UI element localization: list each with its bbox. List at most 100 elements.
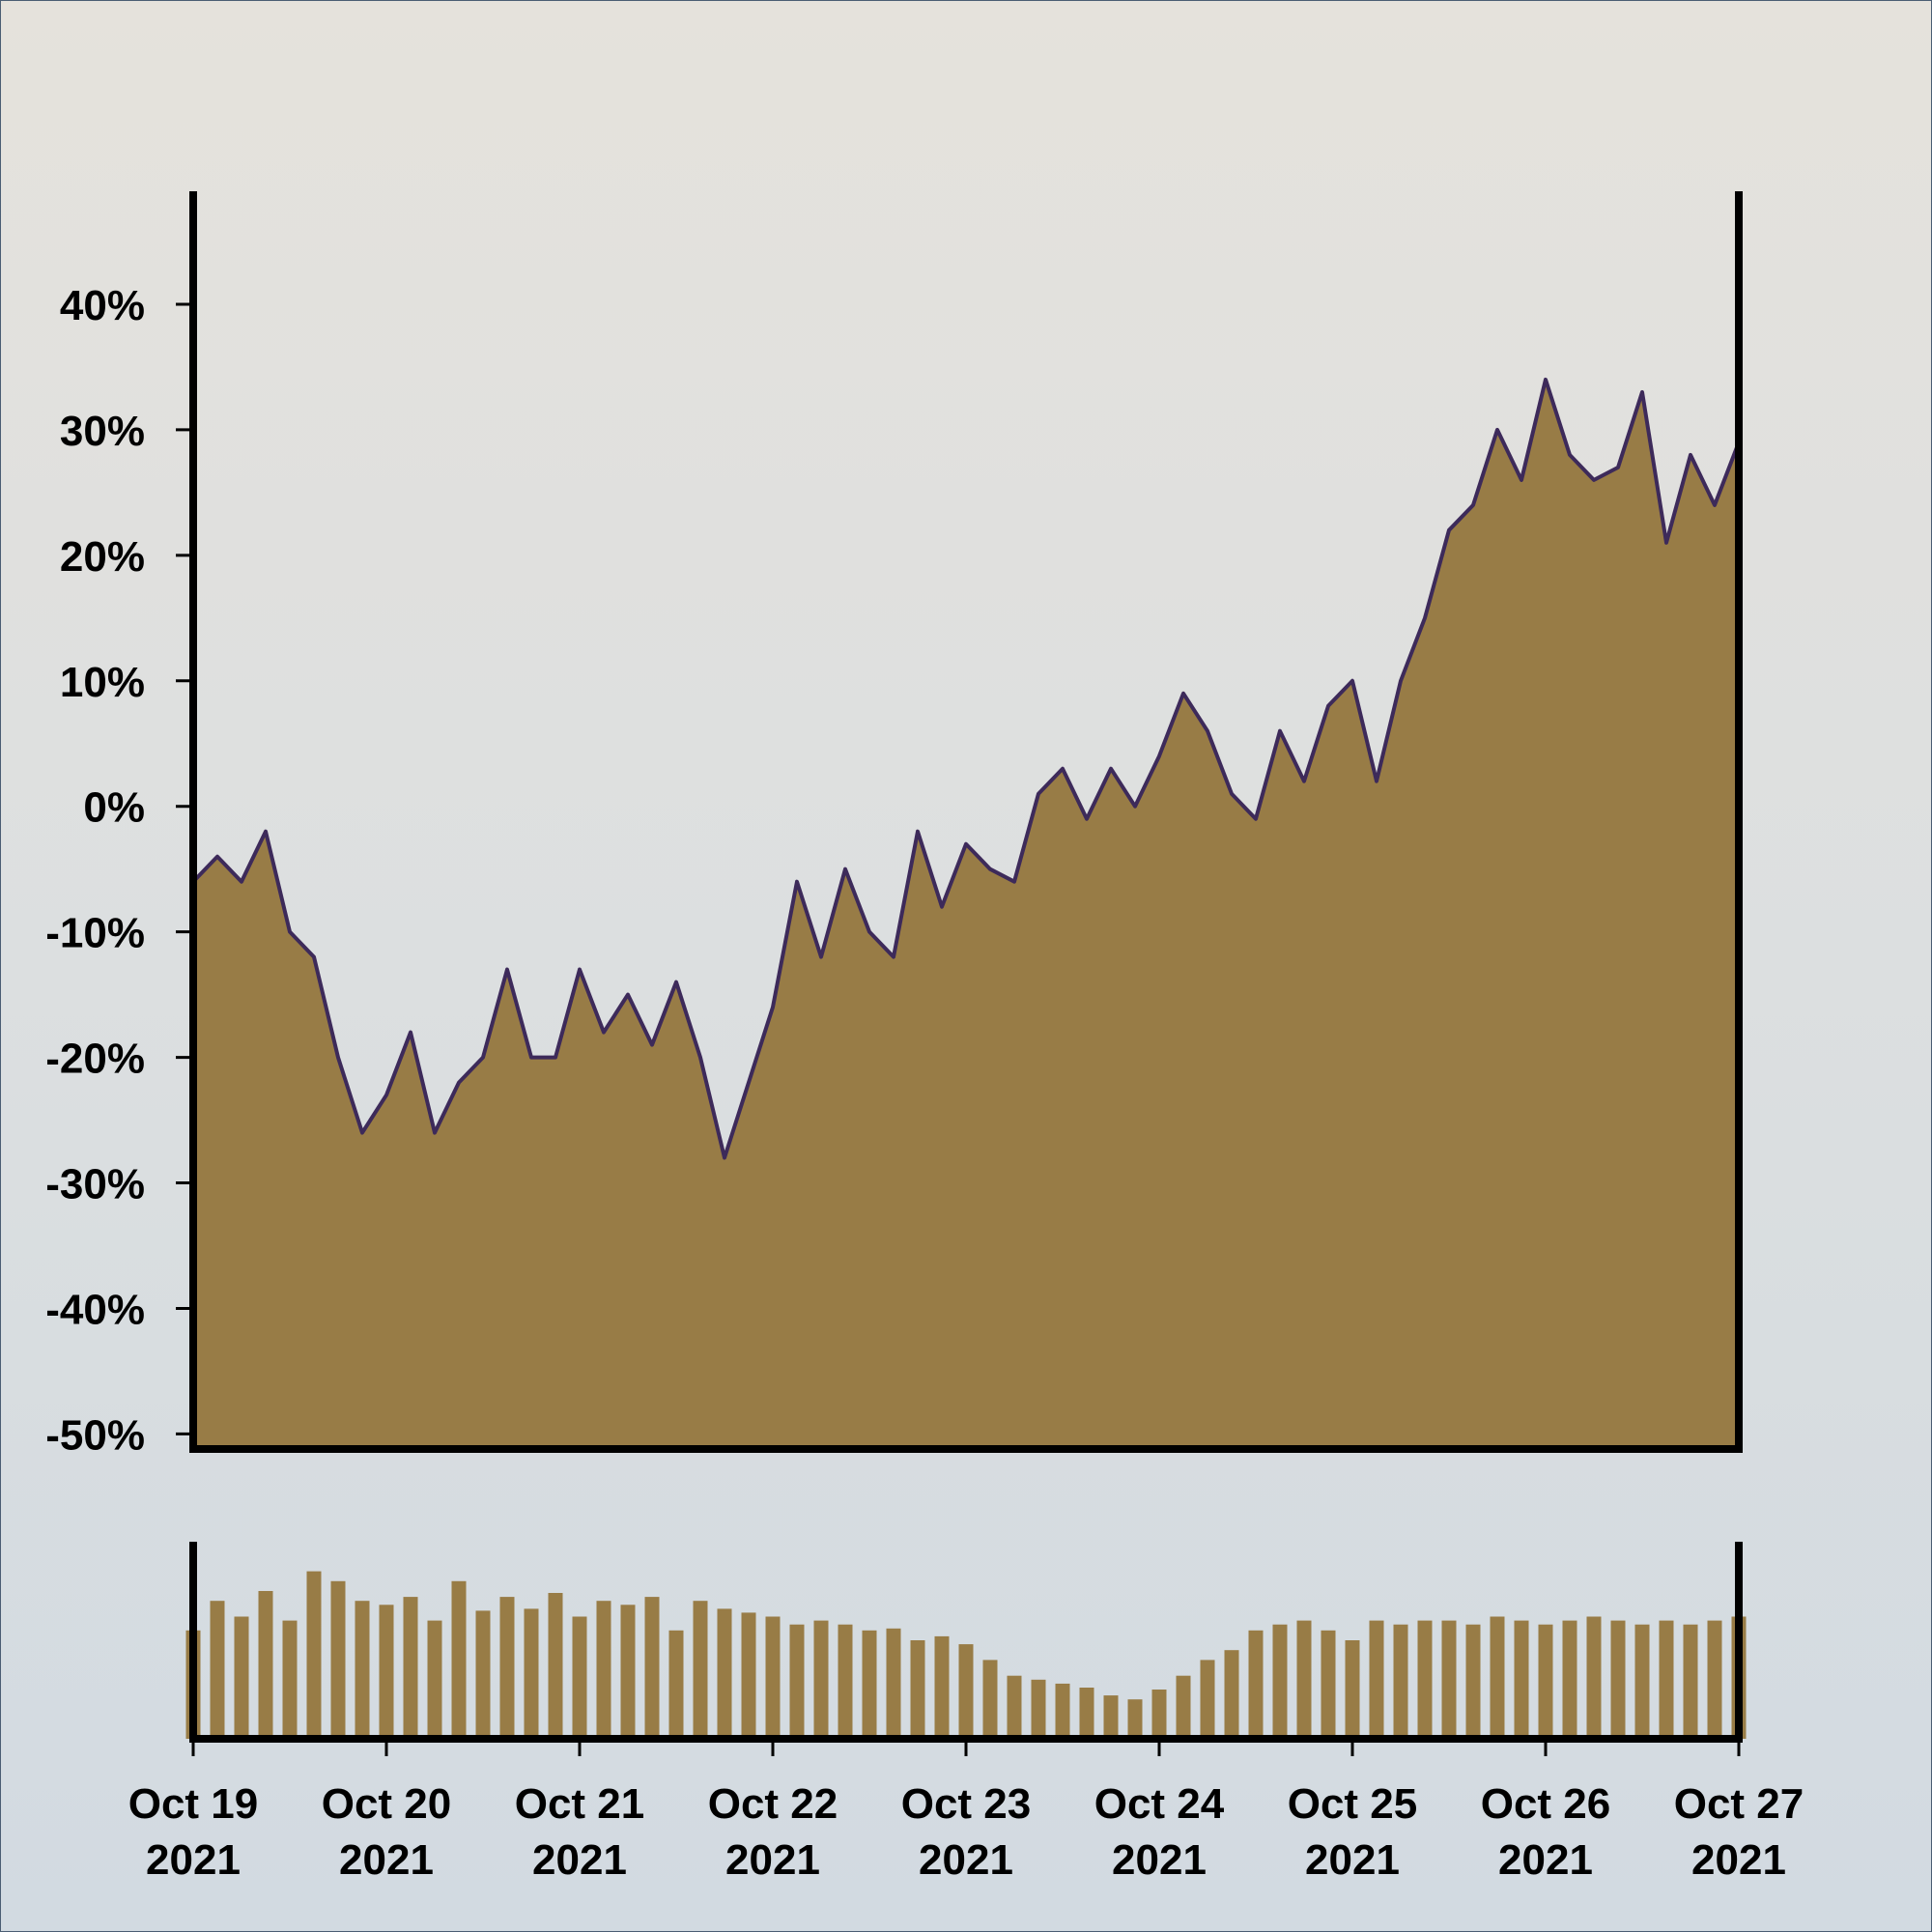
volume-bar bbox=[741, 1612, 756, 1739]
volume-bar bbox=[475, 1610, 491, 1739]
volume-bar bbox=[838, 1624, 853, 1739]
x-tick-label-line: 2021 bbox=[919, 1836, 1013, 1884]
x-tick-label-line: Oct 27 bbox=[1674, 1780, 1804, 1828]
y-tick-label: -50% bbox=[45, 1411, 145, 1459]
volume-bar bbox=[499, 1597, 515, 1739]
y-axis-ticks: 40% 30% 20% 10% 0% -10% -20% -30% -40% -50% bbox=[45, 282, 193, 1459]
volume-bar bbox=[1369, 1620, 1384, 1739]
volume-bar bbox=[306, 1571, 322, 1739]
volume-bar bbox=[789, 1624, 805, 1739]
volume-bar bbox=[1707, 1620, 1722, 1739]
volume-bar bbox=[1683, 1624, 1698, 1739]
volume-bar bbox=[1514, 1620, 1529, 1739]
y-tick-label: 10% bbox=[60, 659, 145, 706]
x-tick-label-line: Oct 26 bbox=[1481, 1780, 1611, 1828]
volume-bar bbox=[620, 1605, 636, 1739]
volume-bar bbox=[765, 1616, 781, 1739]
x-tick-label-line: Oct 25 bbox=[1288, 1780, 1418, 1828]
y-tick-label: -30% bbox=[45, 1161, 145, 1208]
volume-bar bbox=[1272, 1624, 1288, 1739]
volume-bar bbox=[1127, 1699, 1143, 1739]
volume-bar bbox=[1562, 1620, 1577, 1739]
x-tick-label: Oct 20 2021 bbox=[322, 1780, 452, 1884]
volume-bar bbox=[403, 1597, 418, 1739]
volume-bar bbox=[258, 1591, 273, 1739]
volume-bar bbox=[1586, 1616, 1602, 1739]
y-tick-label: 0% bbox=[83, 784, 145, 832]
volume-bar bbox=[886, 1628, 901, 1739]
volume-bar bbox=[1224, 1650, 1239, 1739]
volume-bar bbox=[1176, 1675, 1191, 1739]
volume-bar bbox=[379, 1605, 394, 1739]
y-tick-label: -10% bbox=[45, 910, 145, 957]
volume-bar bbox=[427, 1620, 442, 1739]
volume-bar bbox=[1103, 1695, 1119, 1739]
volume-bar bbox=[1321, 1630, 1336, 1739]
y-tick-label: 30% bbox=[60, 408, 145, 455]
volume-bar bbox=[1610, 1620, 1626, 1739]
x-tick-label-line: Oct 22 bbox=[708, 1780, 838, 1828]
x-tick-label-line: 2021 bbox=[725, 1836, 820, 1884]
volume-bar bbox=[982, 1660, 998, 1739]
volume-bar bbox=[1465, 1624, 1481, 1739]
volume-bar bbox=[1079, 1688, 1094, 1739]
price-panel: 40% 30% 20% 10% 0% -10% -20% -30% -40% -50% bbox=[45, 191, 1743, 1459]
cumulative-return-area bbox=[193, 379, 1739, 1449]
volume-bar bbox=[524, 1608, 539, 1739]
x-tick-label-line: Oct 21 bbox=[515, 1780, 645, 1828]
volume-bar bbox=[282, 1620, 298, 1739]
x-axis-ticks: Oct 19 2021 Oct 20 2021 Oct 21 2021 Oct 22 2021… bbox=[128, 1739, 1804, 1884]
volume-bar bbox=[330, 1580, 346, 1739]
x-tick-label-line: Oct 19 bbox=[128, 1780, 259, 1828]
volume-bar bbox=[862, 1630, 877, 1739]
x-tick-label: Oct 23 2021 bbox=[901, 1780, 1032, 1884]
x-tick-label-line: 2021 bbox=[532, 1836, 627, 1884]
x-tick-label: Oct 26 2021 bbox=[1481, 1780, 1611, 1884]
x-tick-label: Oct 24 2021 bbox=[1094, 1780, 1225, 1884]
volume-bar bbox=[1248, 1630, 1264, 1739]
volume-bar bbox=[1055, 1683, 1070, 1739]
volume-bar bbox=[234, 1616, 249, 1739]
volume-bar bbox=[1296, 1620, 1312, 1739]
x-tick-label-line: Oct 24 bbox=[1094, 1780, 1225, 1828]
volume-bar bbox=[1538, 1624, 1553, 1739]
x-tick-label-line: 2021 bbox=[339, 1836, 434, 1884]
x-tick-label-line: Oct 23 bbox=[901, 1780, 1032, 1828]
x-tick-label-line: 2021 bbox=[1691, 1836, 1786, 1884]
volume-bar bbox=[1393, 1624, 1408, 1739]
volume-bar bbox=[910, 1640, 925, 1739]
y-tick-label: 20% bbox=[60, 533, 145, 581]
volume-bar bbox=[668, 1630, 684, 1739]
volume-bar bbox=[1031, 1679, 1046, 1739]
volume-panel: Oct 19 2021 Oct 20 2021 Oct 21 2021 Oct 22 2021… bbox=[128, 1542, 1804, 1884]
volume-bar bbox=[1200, 1660, 1215, 1739]
volume-bar bbox=[717, 1608, 732, 1739]
volume-bar bbox=[1634, 1624, 1650, 1739]
volume-bar bbox=[572, 1616, 587, 1739]
x-tick-label: Oct 19 2021 bbox=[128, 1780, 259, 1884]
cumulative-return-line bbox=[191, 377, 1741, 1160]
volume-bar bbox=[1345, 1640, 1360, 1739]
volume-bar bbox=[1490, 1616, 1505, 1739]
x-tick-label: Oct 27 2021 bbox=[1674, 1780, 1804, 1884]
volume-bar bbox=[1007, 1675, 1022, 1739]
x-tick-label: Oct 21 2021 bbox=[515, 1780, 645, 1884]
volume-bar bbox=[934, 1635, 950, 1739]
x-tick-label-line: 2021 bbox=[1305, 1836, 1400, 1884]
volume-bar bbox=[1659, 1620, 1674, 1739]
volume-bar bbox=[451, 1580, 467, 1739]
volume-bar bbox=[813, 1620, 829, 1739]
x-tick-label-line: 2021 bbox=[1112, 1836, 1207, 1884]
volume-bar bbox=[1417, 1620, 1433, 1739]
volume-bar bbox=[644, 1597, 660, 1739]
volume-bars bbox=[185, 1571, 1747, 1739]
volume-bar bbox=[1441, 1620, 1457, 1739]
volume-bar bbox=[210, 1601, 225, 1739]
x-tick-label-line: 2021 bbox=[146, 1836, 241, 1884]
y-tick-label: -20% bbox=[45, 1036, 145, 1083]
y-tick-label: -40% bbox=[45, 1286, 145, 1333]
x-tick-label-line: Oct 20 bbox=[322, 1780, 452, 1828]
volume-bar bbox=[1151, 1690, 1167, 1739]
volume-bar bbox=[693, 1601, 708, 1739]
